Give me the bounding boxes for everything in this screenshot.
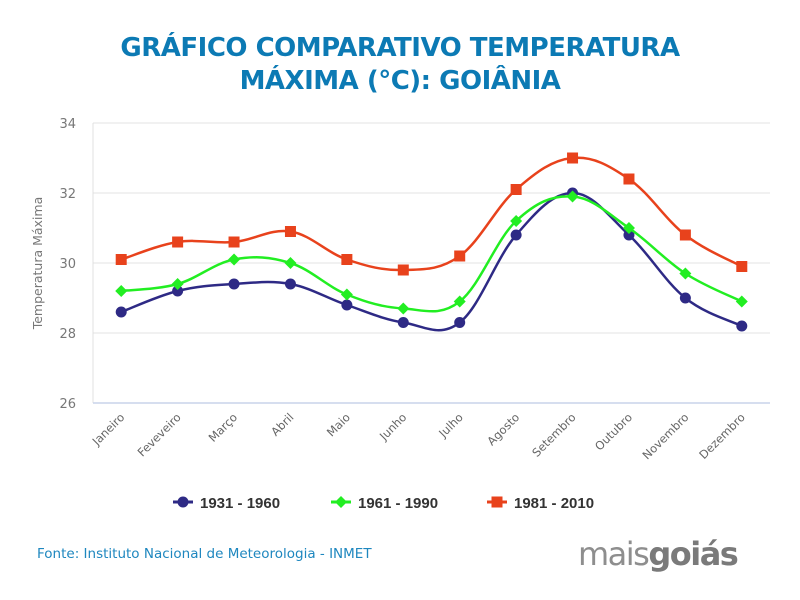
data-point <box>228 236 240 248</box>
series-line <box>120 156 743 272</box>
data-point <box>623 173 635 185</box>
data-point <box>567 152 579 164</box>
data-point <box>736 261 748 272</box>
data-point <box>171 278 184 290</box>
legend-item: 1961 - 1990 <box>331 495 438 512</box>
x-tick-labels: Janeiro Feveveiro Março Abril Maio Junho Julho… <box>89 410 748 462</box>
data-point <box>172 285 184 297</box>
y-tick-label: 34 <box>59 117 76 132</box>
data-point <box>510 184 522 195</box>
data-point <box>510 215 523 227</box>
x-tick-label: Abril <box>268 410 296 438</box>
data-point <box>454 317 466 328</box>
series-group <box>115 152 748 332</box>
legend-marker <box>177 496 189 508</box>
x-tick-label: Junho <box>376 410 409 443</box>
chart-title-line-2: MÁXIMA (°C): GOIÂNIA <box>239 66 561 96</box>
logo-text-mais: mais <box>578 535 650 573</box>
legend-label: 1931 - 1960 <box>200 495 280 512</box>
y-axis-label: Temperatura Máxima <box>30 197 45 331</box>
data-point <box>284 278 296 290</box>
data-point <box>736 320 748 332</box>
x-tick-label: Feveveiro <box>135 410 184 459</box>
grid-lines <box>93 122 770 334</box>
data-point <box>510 229 522 241</box>
legend-label: 1981 - 2010 <box>514 495 594 512</box>
data-point <box>172 236 184 248</box>
data-point <box>622 222 635 234</box>
x-tick-label: Dezembro <box>696 410 748 462</box>
data-point <box>340 288 353 301</box>
data-point <box>115 254 127 265</box>
legend-label: 1961 - 1990 <box>358 495 438 512</box>
data-point <box>284 257 297 269</box>
data-point <box>115 285 128 297</box>
x-tick-label: Março <box>206 410 241 445</box>
x-tick-label: Maio <box>324 410 353 439</box>
x-tick-label: Outubro <box>592 410 635 453</box>
y-tick-labels: 26 28 30 32 34 <box>59 117 76 412</box>
data-point <box>397 302 410 315</box>
data-point <box>397 264 409 276</box>
y-tick-label: 28 <box>59 327 76 342</box>
y-tick-label: 30 <box>59 257 76 272</box>
legend-item: 1981 - 2010 <box>487 495 594 512</box>
data-point <box>679 267 692 280</box>
data-point <box>566 190 579 203</box>
series-1981-2010 <box>115 152 748 276</box>
chart-title-line-1: GRÁFICO COMPARATIVO TEMPERATURA <box>120 33 680 63</box>
data-point <box>228 278 240 290</box>
x-tick-label: Novembro <box>639 410 691 462</box>
data-point <box>679 229 691 241</box>
y-tick-label: 32 <box>59 187 76 202</box>
chart-title: GRÁFICO COMPARATIVO TEMPERATURA MÁXIMA (… <box>0 32 800 98</box>
series-1931-1960 <box>115 187 748 332</box>
x-tick-label: Janeiro <box>89 410 128 449</box>
x-tick-label: Agosto <box>484 410 522 448</box>
data-point <box>454 250 466 262</box>
axes <box>92 123 770 404</box>
series-line <box>121 195 743 313</box>
data-point <box>284 226 296 237</box>
data-point <box>341 299 353 311</box>
series-line <box>120 191 743 332</box>
legend-marker <box>491 496 503 508</box>
data-point <box>341 254 353 265</box>
logo-text-goias: goiás <box>648 535 739 573</box>
data-point <box>679 292 691 304</box>
source-note: Fonte: Instituto Nacional de Meteorologi… <box>37 546 372 562</box>
series-1961-1990 <box>115 190 748 315</box>
x-tick-label: Setembro <box>529 410 578 459</box>
data-point <box>115 306 127 318</box>
legend-item: 1931 - 1960 <box>173 495 280 512</box>
legend-marker <box>335 496 347 508</box>
brand-logo: maisgoiás <box>578 535 739 573</box>
data-point <box>735 295 748 308</box>
x-tick-label: Julho <box>435 410 466 441</box>
data-point <box>623 229 635 241</box>
data-point <box>453 295 466 308</box>
data-point <box>228 253 241 266</box>
y-tick-label: 26 <box>59 397 76 412</box>
legend: 1931 - 1960 1961 - 1990 1981 - 2010 <box>173 495 594 512</box>
data-point <box>397 317 409 328</box>
